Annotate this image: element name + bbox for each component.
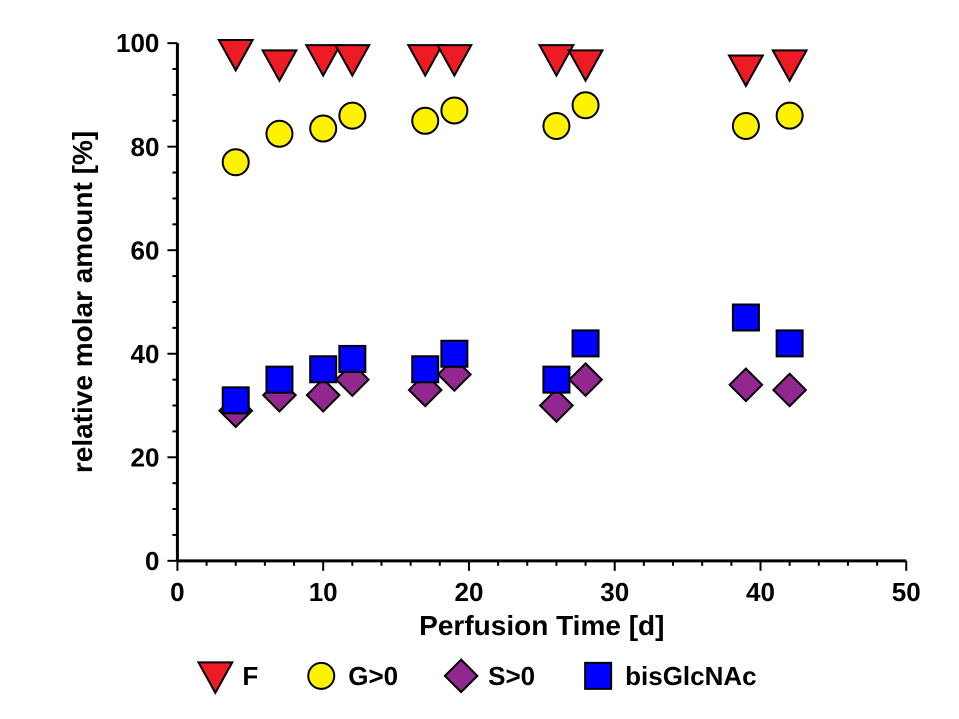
svg-text:20: 20 — [454, 577, 483, 607]
svg-text:100: 100 — [116, 28, 159, 58]
svg-text:60: 60 — [130, 235, 159, 265]
svg-text:Perfusion Time [d]: Perfusion Time [d] — [419, 610, 664, 641]
svg-text:50: 50 — [892, 577, 921, 607]
legend-item — [308, 663, 334, 689]
svg-text:relative molar amount [%]: relative molar amount [%] — [67, 131, 98, 473]
legend-label: S>0 — [488, 661, 535, 691]
series-2 — [219, 358, 805, 427]
svg-text:0: 0 — [145, 546, 159, 576]
series-0 — [219, 40, 807, 86]
svg-text:80: 80 — [130, 132, 159, 162]
svg-text:30: 30 — [600, 577, 629, 607]
legend-label: bisGlcNAc — [625, 661, 757, 691]
svg-text:20: 20 — [130, 442, 159, 472]
series-1 — [223, 92, 803, 175]
legend-item — [198, 662, 232, 692]
svg-text:40: 40 — [746, 577, 775, 607]
svg-text:0: 0 — [170, 577, 184, 607]
legend-label: G>0 — [348, 661, 398, 691]
legend-label: F — [242, 661, 258, 691]
legend-item — [445, 660, 478, 693]
svg-text:10: 10 — [309, 577, 338, 607]
scatter-chart: 0 10 20 30 40 50 0 20 40 60 80 100 Perfusion Time [d… — [0, 0, 959, 719]
legend-item — [585, 663, 611, 689]
svg-text:40: 40 — [130, 339, 159, 369]
